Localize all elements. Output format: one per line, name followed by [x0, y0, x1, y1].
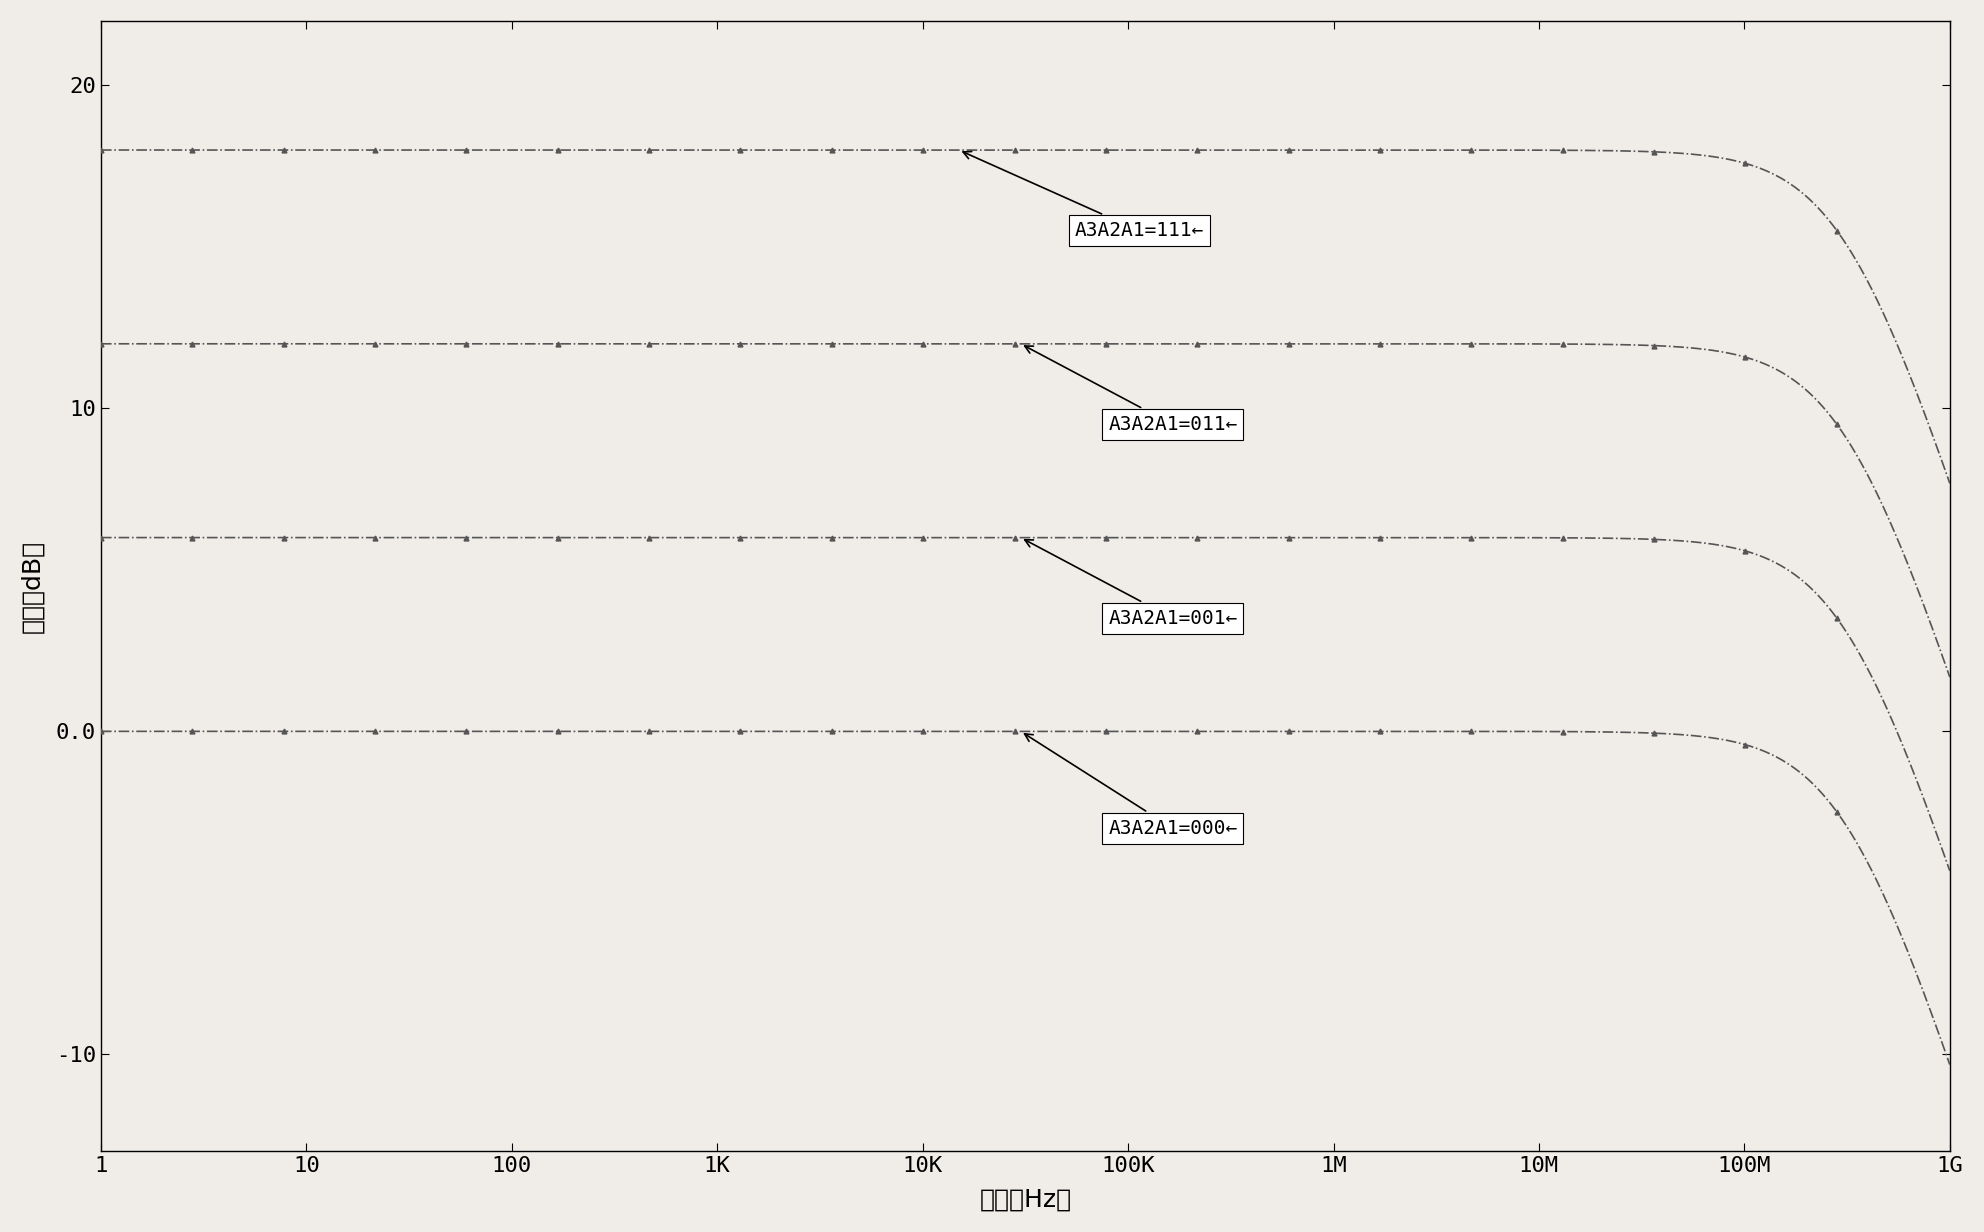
Y-axis label: 增益（dB）: 增益（dB） [22, 540, 46, 632]
Text: A3A2A1=001←: A3A2A1=001← [1026, 540, 1238, 628]
Text: A3A2A1=111←: A3A2A1=111← [962, 152, 1204, 240]
X-axis label: 频率（Hz）: 频率（Hz） [980, 1188, 1071, 1211]
Text: A3A2A1=011←: A3A2A1=011← [1026, 346, 1238, 434]
Text: A3A2A1=000←: A3A2A1=000← [1024, 734, 1238, 838]
